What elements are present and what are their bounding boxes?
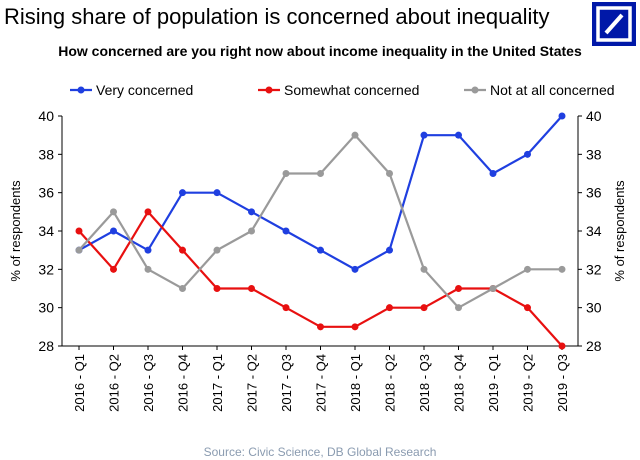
y-tick-label: 38 <box>38 146 54 162</box>
y-tick-label-right: 36 <box>586 185 602 201</box>
data-point <box>524 150 531 158</box>
data-point <box>420 304 428 312</box>
data-point <box>213 189 221 197</box>
data-point <box>558 112 566 120</box>
data-point <box>213 285 221 292</box>
legend-marker <box>265 86 273 94</box>
legend-marker <box>471 86 479 94</box>
x-tick-label: 2019 - Q2 <box>521 354 536 412</box>
x-tick-label: 2018 - Q4 <box>452 354 467 412</box>
data-point <box>213 246 221 254</box>
legend-label: Somewhat concerned <box>284 82 419 98</box>
y-tick-label: 40 <box>38 108 54 124</box>
y-tick-label: 30 <box>38 300 54 316</box>
x-tick-label: 2017 - Q4 <box>314 354 329 412</box>
y-tick-label: 36 <box>38 185 54 201</box>
x-tick-label: 2016 - Q3 <box>141 354 156 412</box>
data-point <box>75 227 83 235</box>
x-tick-label: 2016 - Q4 <box>176 354 191 412</box>
data-point <box>282 304 290 312</box>
data-point <box>489 285 497 292</box>
legend-marker <box>77 86 85 94</box>
data-point <box>558 342 566 350</box>
data-point <box>317 246 324 254</box>
data-point <box>110 227 117 235</box>
data-point <box>351 323 359 331</box>
data-point <box>179 285 186 292</box>
x-tick-label: 2018 - Q1 <box>348 354 363 412</box>
data-point <box>144 265 152 273</box>
data-point <box>386 304 393 312</box>
x-tick-label: 2017 - Q1 <box>210 354 225 412</box>
data-point <box>524 265 531 273</box>
y-axis-label: % of respondents <box>8 180 23 282</box>
x-tick-label: 2017 - Q2 <box>245 354 260 412</box>
data-point <box>524 304 531 312</box>
data-point <box>455 304 462 312</box>
data-point <box>455 285 462 292</box>
data-point <box>420 131 428 139</box>
x-tick-label: 2019 - Q3 <box>555 354 570 412</box>
y-tick-label-right: 28 <box>586 338 602 354</box>
legend-label: Very concerned <box>96 82 193 98</box>
x-tick-label: 2019 - Q1 <box>486 354 501 412</box>
data-point <box>282 227 290 235</box>
x-tick-label: 2018 - Q2 <box>383 354 398 412</box>
data-point <box>110 265 117 273</box>
x-tick-label: 2017 - Q3 <box>279 354 294 412</box>
data-point <box>489 170 497 177</box>
y-tick-label-right: 38 <box>586 146 602 162</box>
data-point <box>248 227 255 235</box>
deutsche-bank-logo <box>592 2 636 46</box>
data-point <box>455 131 462 139</box>
page-title: Rising share of population is concerned … <box>4 4 550 29</box>
data-point <box>386 246 393 254</box>
data-point <box>317 323 324 331</box>
data-point <box>282 170 290 177</box>
data-point <box>179 189 186 197</box>
y-tick-label-right: 40 <box>586 108 602 124</box>
data-point <box>558 265 566 273</box>
data-point <box>317 170 324 177</box>
data-point <box>144 208 152 216</box>
x-tick-label: 2018 - Q3 <box>417 354 432 412</box>
data-point <box>248 285 255 292</box>
legend-label: Not at all concerned <box>490 82 615 98</box>
data-point <box>179 246 186 254</box>
y-tick-label: 34 <box>38 223 54 239</box>
data-point <box>351 131 359 139</box>
data-point <box>386 170 393 177</box>
series-line-2 <box>78 133 562 310</box>
data-point <box>420 265 428 273</box>
data-point <box>110 208 117 216</box>
source-note: Source: Civic Science, DB Global Researc… <box>203 445 437 459</box>
x-tick-label: 2016 - Q1 <box>72 354 87 412</box>
chart-title: How concerned are you right now about in… <box>58 43 582 59</box>
data-point <box>351 265 359 273</box>
y-tick-label: 32 <box>38 261 54 277</box>
series-line-0 <box>78 115 563 271</box>
y-tick-label-right: 30 <box>586 300 602 316</box>
data-point <box>75 246 83 254</box>
y-tick-label-right: 34 <box>586 223 602 239</box>
y-axis-label-right: % of respondents <box>612 180 627 282</box>
y-tick-label-right: 32 <box>586 261 602 277</box>
data-point <box>144 246 152 254</box>
x-tick-label: 2016 - Q2 <box>107 354 122 412</box>
data-point <box>248 208 255 216</box>
y-tick-label: 28 <box>38 338 54 354</box>
